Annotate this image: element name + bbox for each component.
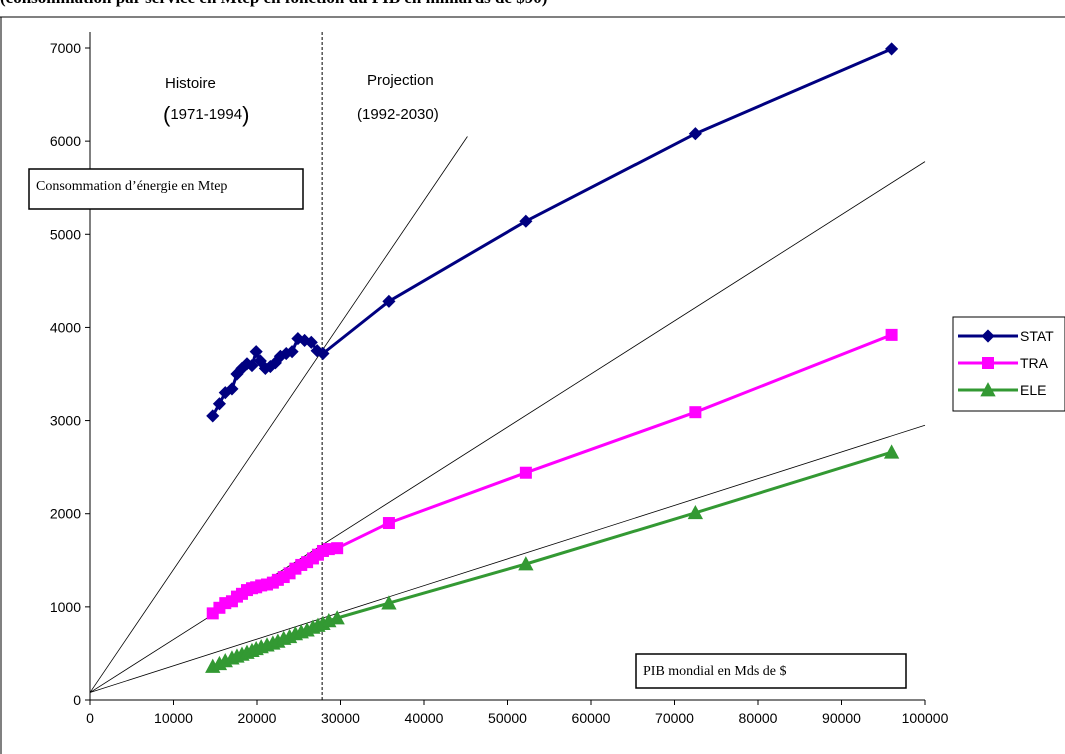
reference-line [89,424,926,693]
data-point-stat [285,345,299,359]
x-tick-label: 10000 [154,710,193,726]
y-tick-label: 3000 [50,413,81,429]
y-tick-label: 5000 [50,226,81,242]
x-tick-label: 50000 [488,710,527,726]
data-point-ele [687,504,704,520]
histoire-period-open: ( [163,102,171,127]
series-tra [206,328,898,620]
reference-line [89,136,468,693]
x-tick-label: 20000 [238,710,277,726]
data-point-stat [249,345,263,359]
y-axis-title-box [28,168,304,210]
data-point-tra [689,406,702,419]
x-tick-label: 40000 [405,710,444,726]
x-tick-label: 70000 [655,710,694,726]
series-line-tra [211,333,893,615]
series-line-stat [211,47,893,417]
data-point-tra [382,517,395,530]
axes [89,32,925,701]
projection-label: Projection [367,72,434,89]
y-tick-label: 4000 [50,319,81,335]
y-axis-title: Consommation d’énergie en Mtep [36,179,227,194]
y-tick-label: 6000 [50,133,81,149]
x-tick-label: 0 [86,710,94,726]
y-tick-label: 0 [73,692,81,708]
x-axis-title: PIB mondial en Mds de $ [643,664,787,679]
y-tick-label: 1000 [50,599,81,615]
data-point-ele [381,595,397,610]
data-point-stat [212,397,226,411]
series-ele [205,444,900,673]
data-point-tra [519,466,532,479]
histoire-label: Histoire [165,75,216,92]
legend-items: STAT TRA ELE [958,328,1054,398]
data-point-stat [316,346,330,361]
legend-marker-ele [980,382,996,397]
y-tick-label: 7000 [50,40,81,56]
x-axis-ticks: 0 10000 20000 30000 40000 50000 60000 70000 8000… [86,700,949,726]
data-point-stat [245,359,259,373]
y-tick-label: 2000 [50,506,81,522]
legend-label-stat: STAT [1020,328,1054,344]
data-point-tra [331,542,344,555]
histoire-period-close: ) [242,102,249,127]
data-point-stat [519,214,533,228]
data-point-stat [304,335,318,349]
y-axis-ticks: 0 1000 2000 3000 4000 5000 6000 7000 [50,40,90,708]
series-layer [205,42,900,673]
data-point-stat [885,42,899,56]
legend-label-tra: TRA [1020,355,1049,371]
legend: STAT TRA ELE [952,316,1065,412]
data-point-stat [382,294,396,308]
data-point-ele [883,444,900,459]
data-point-tra [885,328,898,341]
histoire-period-label: (1971-1994) [163,102,249,127]
x-tick-label: 30000 [321,710,360,726]
legend-marker-stat [981,329,995,343]
x-axis-title-box [635,653,907,689]
data-point-ele [329,610,345,625]
chart-title: (consommation par service en Mtep en fon… [0,0,1065,14]
histoire-period-text: 1971-1994 [170,106,242,123]
x-tick-label: 90000 [822,710,861,726]
series-stat [206,42,899,423]
legend-marker-tra [982,357,994,369]
x-tick-label: 60000 [572,710,611,726]
x-tick-label: 80000 [739,710,778,726]
projection-period-label: (1992-2030) [357,106,439,123]
data-point-stat [688,127,702,141]
data-point-ele [518,556,534,571]
legend-label-ele: ELE [1020,382,1046,398]
x-tick-label: 100000 [902,710,949,726]
data-point-stat [206,409,220,423]
data-point-stat [225,382,239,396]
